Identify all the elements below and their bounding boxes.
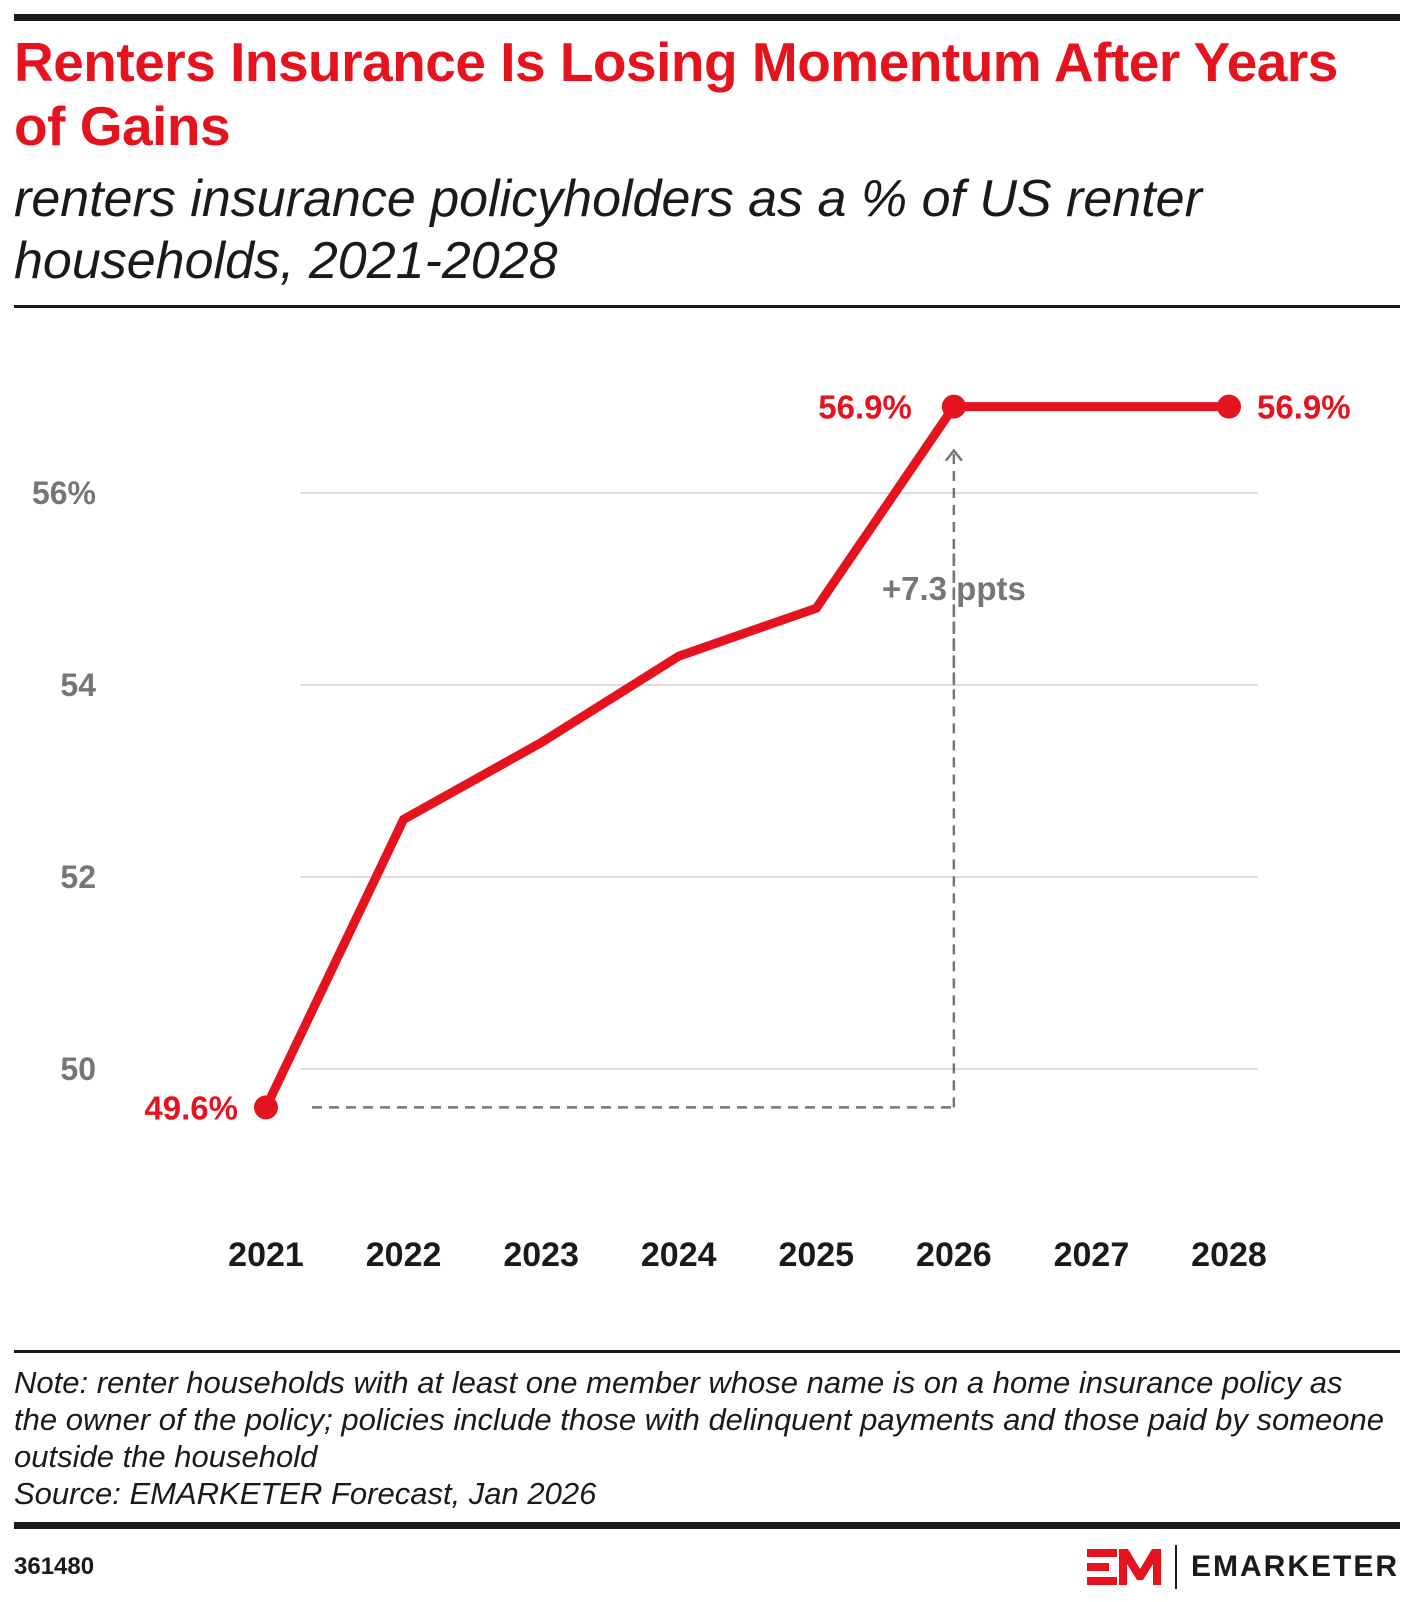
- bottom-rule: [14, 1522, 1400, 1529]
- chart-notes: Note: renter households with at least on…: [14, 1364, 1394, 1512]
- x-tick-label: 2022: [366, 1236, 442, 1274]
- x-tick-label: 2026: [916, 1236, 992, 1274]
- data-point: [1217, 394, 1241, 419]
- brand-logo: EMARKETER: [1086, 1542, 1399, 1592]
- x-tick-label: 2028: [1191, 1236, 1267, 1274]
- data-point: [941, 394, 966, 419]
- y-tick-label: 50: [60, 1051, 96, 1087]
- line-chart: 50 52 54 56% 2021 2022 2023 2024 2025 2026 2027 202…: [32, 389, 1351, 1274]
- em-logo-icon: [1086, 1549, 1161, 1585]
- chart-title: Renters Insurance Is Losing Momentum Aft…: [14, 31, 1338, 157]
- brand-name: EMARKETER: [1190, 1550, 1399, 1583]
- data-label: 56.9%: [1257, 389, 1351, 426]
- series-line: [261, 402, 1229, 1110]
- y-tick-label: 52: [60, 859, 96, 895]
- data-point: [254, 1095, 278, 1120]
- note-text: Note: renter households with at least on…: [14, 1365, 1385, 1474]
- footer-rule: [14, 1350, 1400, 1353]
- top-rule: [14, 14, 1400, 21]
- x-tick-label: 2021: [228, 1236, 304, 1274]
- x-tick-label: 2027: [1054, 1236, 1130, 1274]
- data-label: 49.6%: [144, 1089, 238, 1126]
- y-tick-label: 54: [60, 667, 96, 703]
- chart-subtitle: renters insurance policyholders as a % o…: [14, 170, 1202, 290]
- chart-id: 361480: [14, 1553, 95, 1580]
- header-rule: [14, 305, 1400, 308]
- y-tick-label: 56%: [32, 475, 96, 511]
- x-tick-label: 2024: [641, 1236, 717, 1274]
- source-text: Source: EMARKETER Forecast, Jan 2026: [14, 1476, 597, 1511]
- annotation-label: +7.3 ppts: [882, 570, 1026, 607]
- x-tick-label: 2025: [778, 1236, 854, 1274]
- brand-divider: [1174, 1545, 1177, 1589]
- x-tick-label: 2023: [503, 1236, 579, 1274]
- data-label: 56.9%: [818, 389, 912, 426]
- annotation-arrow-icon: [944, 448, 963, 462]
